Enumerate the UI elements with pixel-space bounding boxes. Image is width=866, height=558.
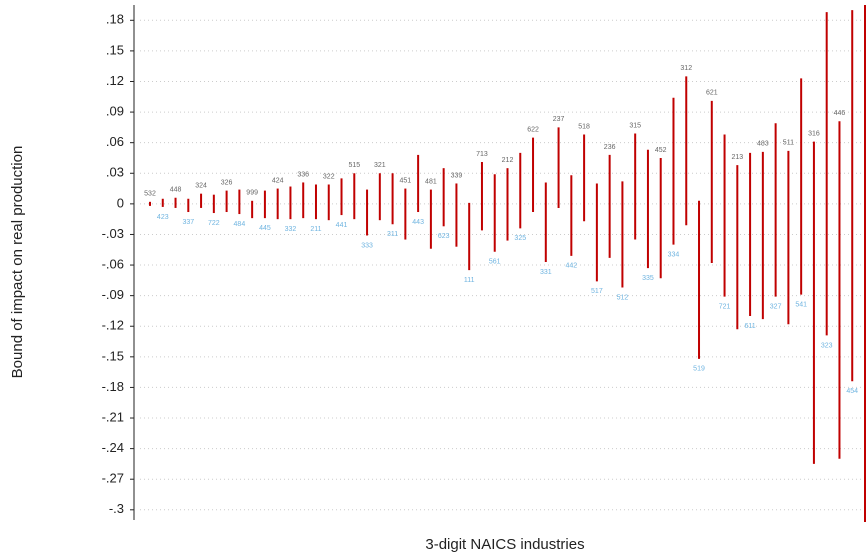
bar-label: 324 bbox=[195, 183, 207, 190]
bar-label: 721 bbox=[719, 304, 731, 311]
bar-label: 111 bbox=[464, 277, 475, 284]
bar-label: 315 bbox=[629, 122, 641, 129]
bar-label: 48 bbox=[861, 0, 866, 1]
bar-label: 446 bbox=[834, 110, 846, 117]
bar-label: 331 bbox=[540, 269, 552, 276]
bar-label: 327 bbox=[770, 304, 782, 311]
bar-label: 211 bbox=[310, 226, 321, 233]
bar-label: 334 bbox=[668, 251, 680, 258]
x-axis-title: 3-digit NAICS industries bbox=[425, 536, 584, 553]
bar-label: 541 bbox=[795, 301, 807, 308]
y-tick-label: -.24 bbox=[102, 440, 124, 455]
bar-label: 323 bbox=[821, 342, 833, 349]
y-tick-label: -.06 bbox=[102, 256, 124, 271]
bar-label: 326 bbox=[221, 179, 233, 186]
y-tick-label: -.3 bbox=[109, 501, 124, 516]
y-tick-label: .03 bbox=[106, 165, 124, 180]
bar-label: 452 bbox=[655, 147, 667, 154]
y-tick-label: 0 bbox=[117, 195, 124, 210]
bar-label: 316 bbox=[808, 130, 820, 137]
y-tick-label: .12 bbox=[106, 73, 124, 88]
y-tick-label: .15 bbox=[106, 42, 124, 57]
bar-label: 332 bbox=[285, 226, 297, 233]
bar-label: 445 bbox=[259, 225, 271, 232]
bar-label: 623 bbox=[438, 233, 450, 240]
y-tick-label: -.12 bbox=[102, 318, 124, 333]
bar-label: 713 bbox=[476, 151, 488, 158]
bar-label: 321 bbox=[374, 162, 386, 169]
y-tick-label: -.21 bbox=[102, 409, 124, 424]
bar-label: 337 bbox=[182, 219, 194, 226]
bar-label: 532 bbox=[144, 191, 156, 198]
bar-label: 448 bbox=[170, 187, 182, 194]
y-tick-label: -.15 bbox=[102, 348, 124, 363]
bar-label: 325 bbox=[514, 235, 526, 242]
bar-label: 484 bbox=[234, 221, 246, 228]
bar-label: 518 bbox=[578, 123, 590, 130]
bar-label: 424 bbox=[272, 177, 284, 184]
bar-label: 622 bbox=[527, 126, 539, 133]
bar-label: 451 bbox=[400, 177, 412, 184]
bar-label: 339 bbox=[451, 172, 463, 179]
bar-label: 621 bbox=[706, 90, 718, 97]
bar-label: 441 bbox=[336, 222, 348, 229]
y-tick-label: -.09 bbox=[102, 287, 124, 302]
bar-label: 213 bbox=[731, 154, 743, 161]
bar-label: 519 bbox=[693, 366, 705, 373]
bar-label: 722 bbox=[208, 220, 220, 227]
bar-label: 443 bbox=[412, 219, 424, 226]
bar-label: 561 bbox=[489, 259, 501, 266]
y-tick-label: -.27 bbox=[102, 471, 124, 486]
bar-label: 511 bbox=[783, 140, 794, 147]
y-axis-title: Bound of impact on real production bbox=[9, 146, 26, 379]
y-tick-label: -.18 bbox=[102, 379, 124, 394]
bar-label: 512 bbox=[617, 294, 629, 301]
bar-label: 212 bbox=[502, 157, 514, 164]
y-tick-label: .09 bbox=[106, 104, 124, 119]
y-tick-label: .06 bbox=[106, 134, 124, 149]
bar-label: 481 bbox=[425, 178, 437, 185]
bar-label: 311 bbox=[387, 231, 398, 238]
bar-label: 999 bbox=[246, 190, 258, 197]
y-tick-label: -.03 bbox=[102, 226, 124, 241]
bar-label: 336 bbox=[297, 171, 309, 178]
bar-label: 515 bbox=[348, 162, 360, 169]
bar-label: 312 bbox=[680, 65, 692, 72]
bar-label: 237 bbox=[553, 116, 565, 123]
bar-label: 611 bbox=[745, 323, 756, 330]
bar-label: 423 bbox=[157, 214, 169, 221]
bar-label: 483 bbox=[757, 141, 769, 148]
bar-label: 335 bbox=[642, 275, 654, 282]
bar-label: 517 bbox=[591, 288, 603, 295]
bar-label: 333 bbox=[361, 242, 373, 249]
bar-label: 454 bbox=[846, 388, 858, 395]
y-tick-label: .18 bbox=[106, 12, 124, 27]
bar-label: 442 bbox=[565, 263, 577, 270]
bar-label: 236 bbox=[604, 144, 616, 151]
bar-label: 322 bbox=[323, 173, 335, 180]
